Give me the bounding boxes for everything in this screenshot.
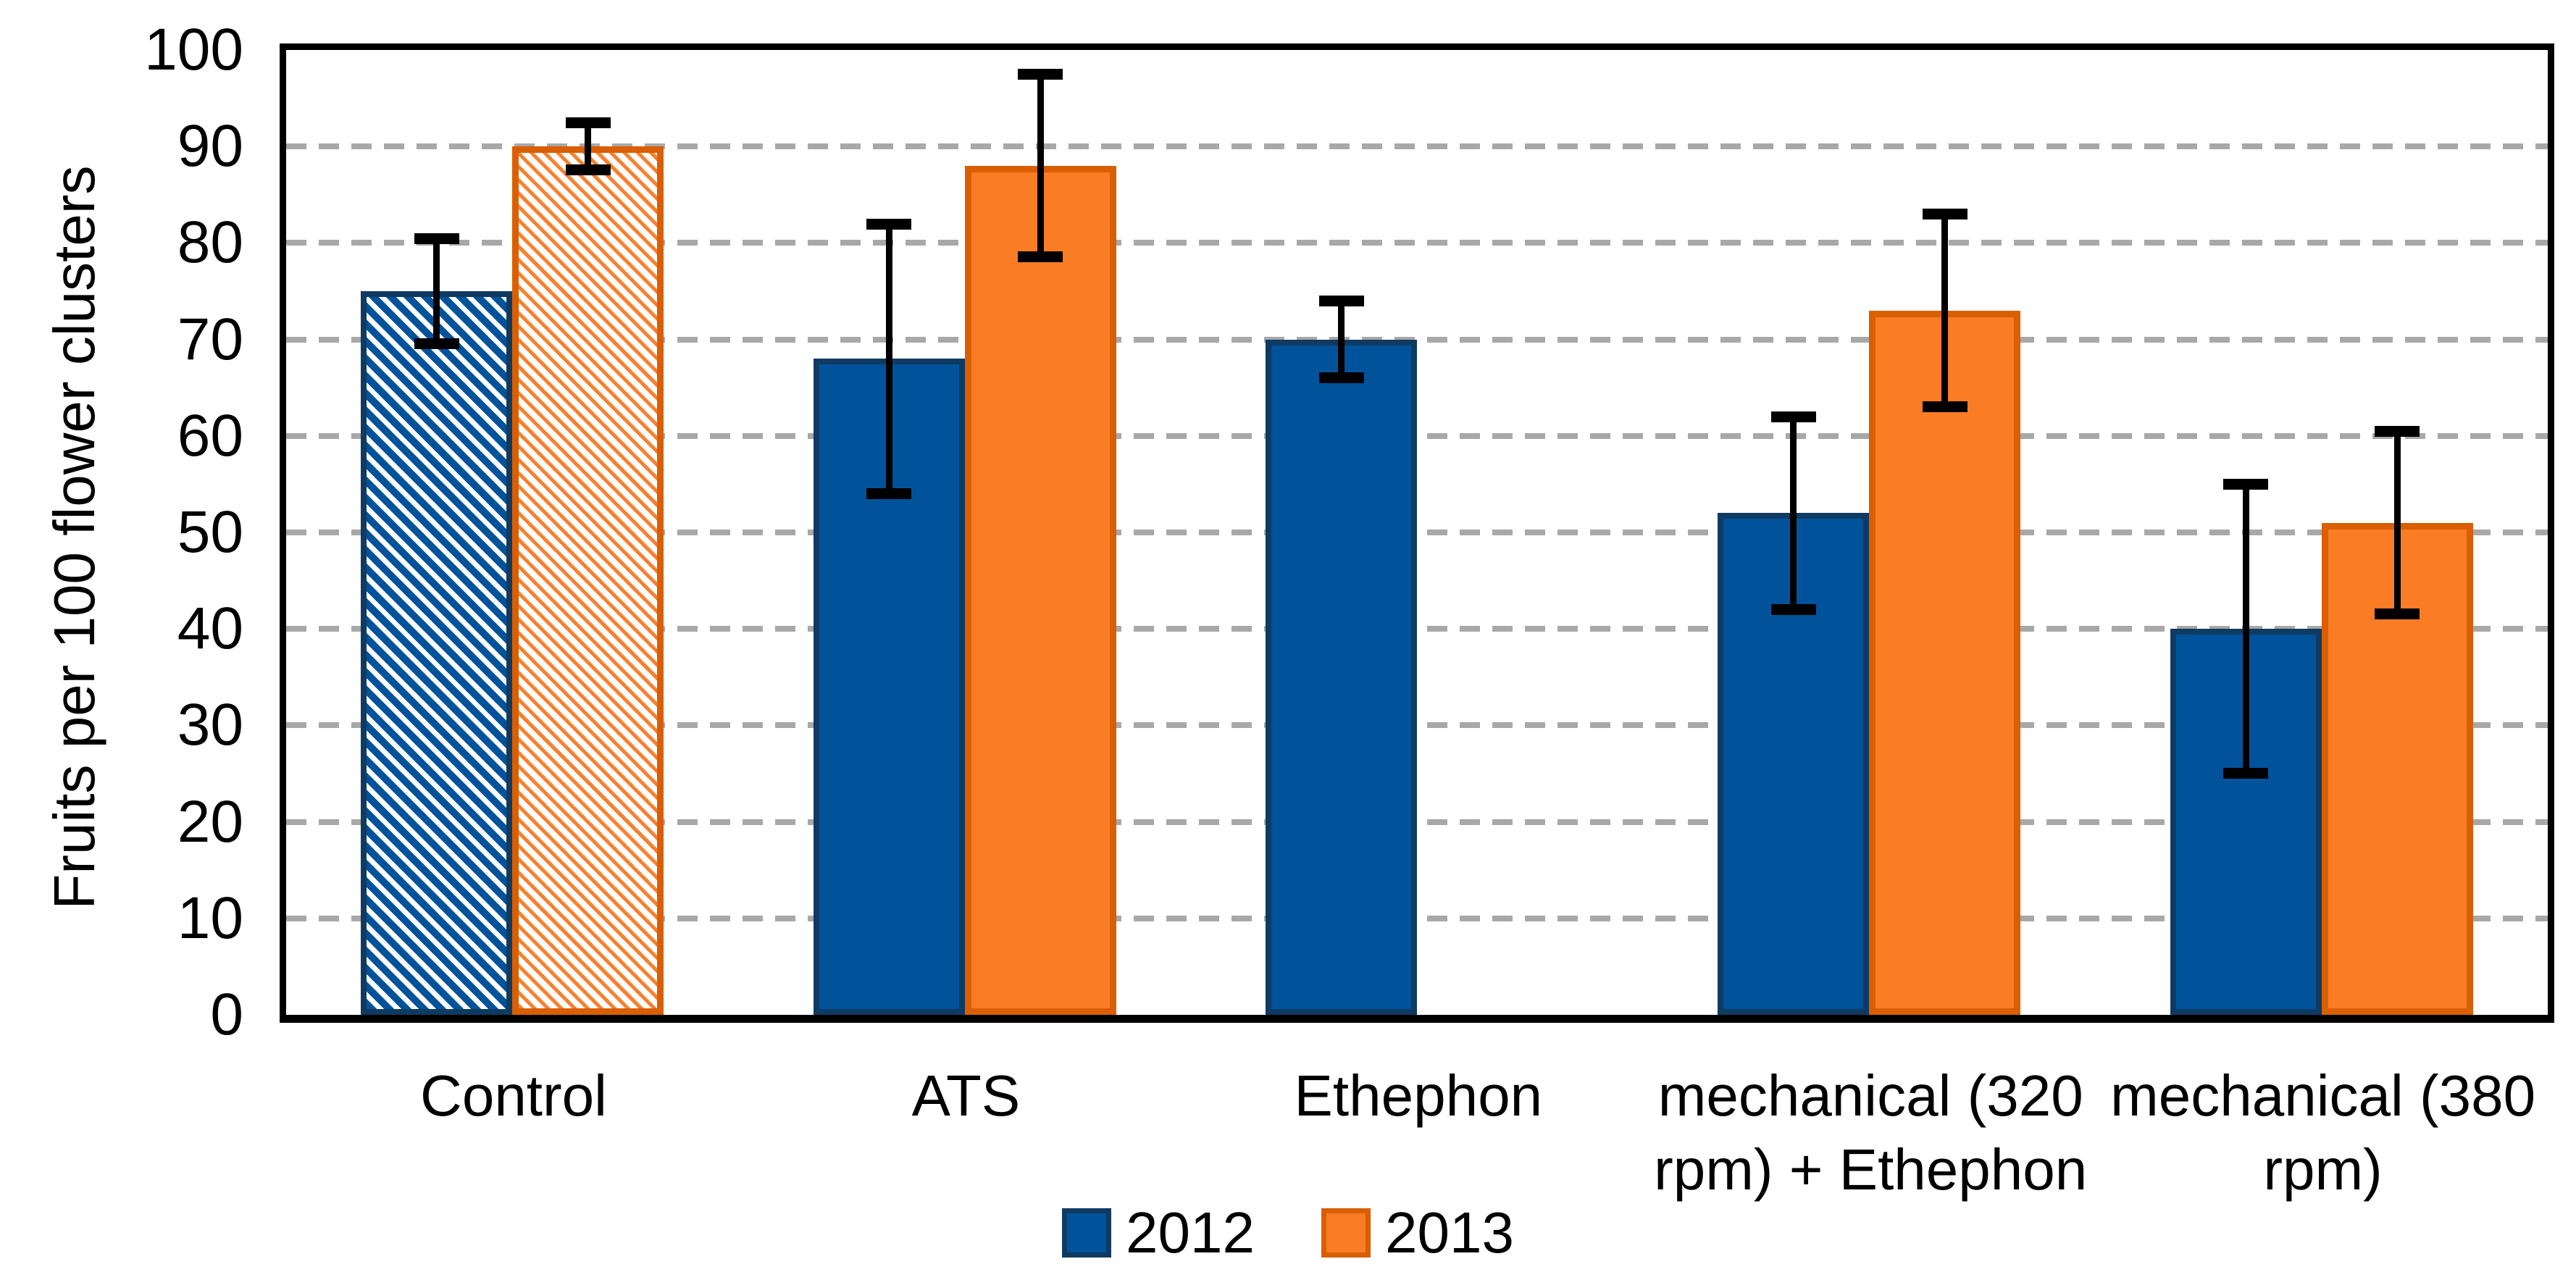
error-bar-cap-top [1922, 209, 1967, 220]
gridline-70 [286, 336, 2548, 343]
y-tick-label-70: 70 [177, 306, 243, 372]
error-bar-2013-category-3 [1922, 209, 1967, 412]
error-bar-2012-category-1 [866, 218, 912, 499]
error-bar-stem [585, 122, 592, 171]
plot-area [280, 43, 2554, 1023]
gridline-20 [286, 819, 2548, 825]
error-bar-2012-category-0 [414, 233, 459, 350]
gridline-10 [286, 915, 2548, 921]
error-bar-cap-top [1018, 69, 1063, 80]
error-bar-cap-bottom [2375, 608, 2420, 620]
bar-2012-category-0 [361, 291, 513, 1015]
y-tick-label-10: 10 [177, 884, 243, 951]
error-bar-cap-top [414, 233, 459, 244]
bar-2013-category-1 [964, 165, 1116, 1015]
plot-inner [286, 50, 2548, 1015]
bar-2012-category-2 [1266, 339, 1417, 1015]
y-tick-label-0: 0 [210, 982, 243, 1047]
error-bar-2012-category-4 [2223, 479, 2269, 779]
y-tick-label-100: 100 [144, 17, 243, 83]
error-bar-2013-category-4 [2375, 426, 2420, 620]
bar-2012-category-3 [1718, 513, 1870, 1015]
error-bar-2012-category-2 [1318, 296, 1364, 383]
legend-label-2012: 2012 [1126, 1200, 1255, 1265]
error-bar-2012-category-3 [1770, 411, 1816, 615]
error-bar-cap-top [866, 218, 912, 230]
error-bar-cap-top [565, 117, 611, 128]
error-bar-2013-category-0 [565, 117, 611, 176]
error-bar-cap-bottom [1770, 603, 1816, 615]
error-bar-cap-top [2375, 426, 2420, 438]
x-category-label-2: Ethephon [1294, 1063, 1543, 1128]
gridline-30 [286, 722, 2548, 729]
y-tick-label-20: 20 [177, 788, 243, 855]
error-bar-stem [2242, 484, 2249, 774]
error-bar-2013-category-1 [1018, 69, 1063, 263]
legend-label-2013: 2013 [1385, 1200, 1514, 1265]
x-category-label-0: Control [420, 1063, 607, 1128]
error-bar-stem [1037, 74, 1044, 258]
gridline-80 [286, 240, 2548, 246]
legend-swatch-2013 [1321, 1208, 1371, 1258]
x-category-label-1: ATS [911, 1063, 1021, 1128]
y-tick-label-40: 40 [177, 595, 243, 662]
error-bar-cap-bottom [1018, 251, 1063, 263]
legend: 2012 2013 [0, 1197, 2576, 1269]
y-tick-label-30: 30 [177, 692, 243, 758]
error-bar-cap-bottom [565, 164, 611, 176]
legend-item-2013: 2013 [1321, 1202, 1514, 1263]
error-bar-cap-bottom [866, 488, 912, 499]
error-bar-stem [1790, 417, 1797, 610]
gridline-90 [286, 143, 2548, 150]
gridline-60 [286, 432, 2548, 439]
bar-2013-category-0 [512, 146, 664, 1015]
error-bar-stem [2393, 431, 2401, 615]
y-tick-label-80: 80 [177, 209, 243, 276]
error-bar-stem [1941, 214, 1949, 407]
legend-item-2012: 2012 [1062, 1202, 1255, 1263]
error-bar-stem [433, 238, 440, 345]
legend-swatch-2012 [1062, 1208, 1112, 1258]
y-tick-label-50: 50 [177, 499, 243, 565]
error-bar-stem [885, 223, 892, 494]
bar-2013-category-3 [1869, 310, 2021, 1015]
error-bar-cap-top [1318, 296, 1364, 307]
x-category-label-4: mechanical (380 rpm) [2110, 1063, 2536, 1202]
error-bar-stem [1338, 301, 1345, 378]
error-bar-cap-top [2223, 479, 2269, 490]
error-bar-cap-bottom [414, 338, 459, 350]
gridline-40 [286, 626, 2548, 632]
y-tick-label-90: 90 [177, 113, 243, 180]
y-tick-label-60: 60 [177, 402, 243, 469]
error-bar-cap-bottom [2223, 767, 2269, 779]
error-bar-cap-bottom [1922, 401, 1967, 412]
error-bar-cap-top [1770, 411, 1816, 423]
x-category-label-3: mechanical (320 rpm) + Ethephon [1654, 1063, 2088, 1202]
gridline-50 [286, 530, 2548, 535]
error-bar-cap-bottom [1318, 372, 1364, 383]
